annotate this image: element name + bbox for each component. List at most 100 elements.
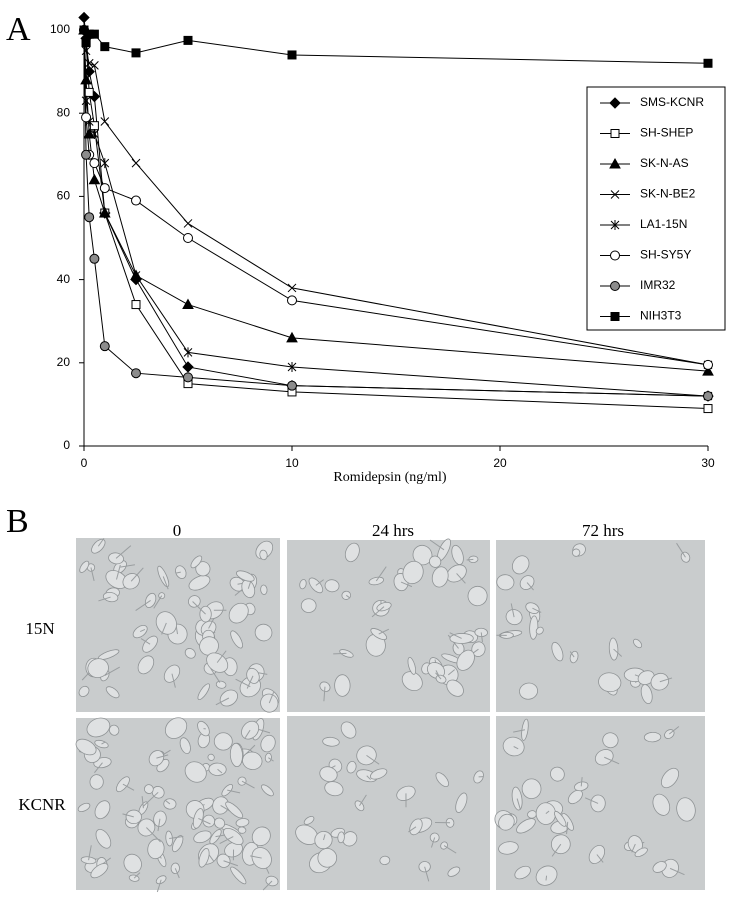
point bbox=[287, 283, 297, 293]
cell bbox=[202, 814, 216, 828]
cell bbox=[535, 626, 544, 635]
neurite bbox=[551, 843, 562, 857]
y-tick-label: 20 bbox=[57, 355, 71, 369]
point bbox=[89, 121, 99, 131]
neurite bbox=[208, 853, 215, 862]
neurite bbox=[122, 783, 135, 791]
neurite bbox=[359, 794, 367, 807]
neurite bbox=[378, 628, 390, 635]
cell bbox=[188, 575, 211, 591]
cell bbox=[164, 717, 188, 739]
neurite bbox=[153, 595, 163, 609]
point bbox=[99, 183, 110, 194]
legend-marker bbox=[610, 281, 620, 291]
legend-label: LA1-15N bbox=[640, 217, 687, 231]
point bbox=[287, 380, 297, 391]
x-tick-label: 20 bbox=[493, 456, 507, 470]
cell bbox=[230, 630, 244, 649]
cell bbox=[215, 680, 227, 689]
cell bbox=[319, 766, 338, 782]
neurite bbox=[569, 651, 575, 658]
cell bbox=[401, 671, 423, 692]
neurite bbox=[174, 868, 180, 879]
cell bbox=[498, 841, 519, 855]
point bbox=[703, 359, 713, 370]
panel-label: A bbox=[6, 11, 31, 48]
cell bbox=[184, 648, 196, 659]
neurite bbox=[676, 542, 686, 558]
cell bbox=[652, 793, 671, 816]
legend-label: SK-N-BE2 bbox=[640, 187, 696, 201]
neurite bbox=[140, 638, 151, 645]
cell bbox=[223, 828, 244, 845]
cell bbox=[637, 670, 655, 686]
neurite bbox=[315, 579, 324, 586]
cell bbox=[163, 664, 181, 683]
neurite bbox=[171, 673, 176, 688]
cell bbox=[340, 721, 357, 739]
neurite bbox=[169, 836, 184, 840]
point bbox=[78, 11, 90, 24]
cell bbox=[660, 767, 680, 789]
cell bbox=[451, 544, 464, 565]
neurite bbox=[120, 564, 135, 568]
cell bbox=[446, 679, 464, 697]
neurite bbox=[456, 573, 466, 584]
row-label: KCNR bbox=[18, 795, 66, 814]
neurite bbox=[268, 757, 274, 762]
point bbox=[81, 37, 91, 47]
neurite bbox=[175, 571, 181, 574]
point bbox=[183, 372, 193, 383]
point bbox=[131, 48, 141, 58]
cell bbox=[144, 784, 154, 794]
neurite bbox=[449, 632, 462, 639]
legend-marker bbox=[610, 250, 620, 261]
neurite bbox=[156, 754, 169, 759]
point bbox=[287, 50, 297, 60]
cell bbox=[299, 579, 307, 590]
neurite bbox=[165, 800, 171, 805]
point bbox=[80, 73, 92, 85]
cell bbox=[324, 579, 340, 593]
row-label: 15N bbox=[25, 619, 54, 638]
cell bbox=[467, 585, 488, 607]
cell bbox=[429, 555, 442, 568]
cell bbox=[197, 683, 210, 701]
neurite bbox=[156, 879, 162, 893]
cell bbox=[324, 781, 344, 797]
legend-marker bbox=[610, 220, 620, 230]
neurite bbox=[104, 666, 121, 676]
y-tick-label: 100 bbox=[50, 22, 70, 36]
neurite bbox=[227, 789, 241, 794]
cell bbox=[303, 816, 315, 825]
neurite bbox=[115, 545, 132, 559]
point bbox=[90, 129, 99, 139]
cell bbox=[214, 817, 226, 829]
micrograph bbox=[287, 716, 490, 890]
neurite bbox=[157, 818, 161, 832]
neurite bbox=[366, 775, 371, 780]
neurite bbox=[668, 726, 680, 735]
point bbox=[703, 404, 713, 414]
legend-label: IMR32 bbox=[640, 278, 676, 292]
cell bbox=[198, 848, 210, 868]
cell bbox=[412, 544, 433, 566]
cell bbox=[369, 768, 388, 780]
neurite bbox=[101, 741, 106, 745]
point bbox=[83, 127, 96, 139]
cell bbox=[170, 862, 180, 875]
neurite bbox=[130, 567, 144, 582]
neurite bbox=[210, 668, 221, 683]
cell bbox=[356, 745, 377, 766]
neurite bbox=[122, 813, 134, 818]
cell bbox=[193, 830, 212, 844]
neurite bbox=[223, 860, 239, 867]
point bbox=[99, 341, 110, 352]
cell bbox=[259, 549, 268, 561]
point bbox=[89, 29, 99, 39]
neurite bbox=[447, 669, 455, 676]
cell bbox=[209, 829, 222, 845]
cell bbox=[551, 641, 564, 662]
neurite bbox=[430, 837, 436, 848]
neurite bbox=[98, 596, 111, 602]
